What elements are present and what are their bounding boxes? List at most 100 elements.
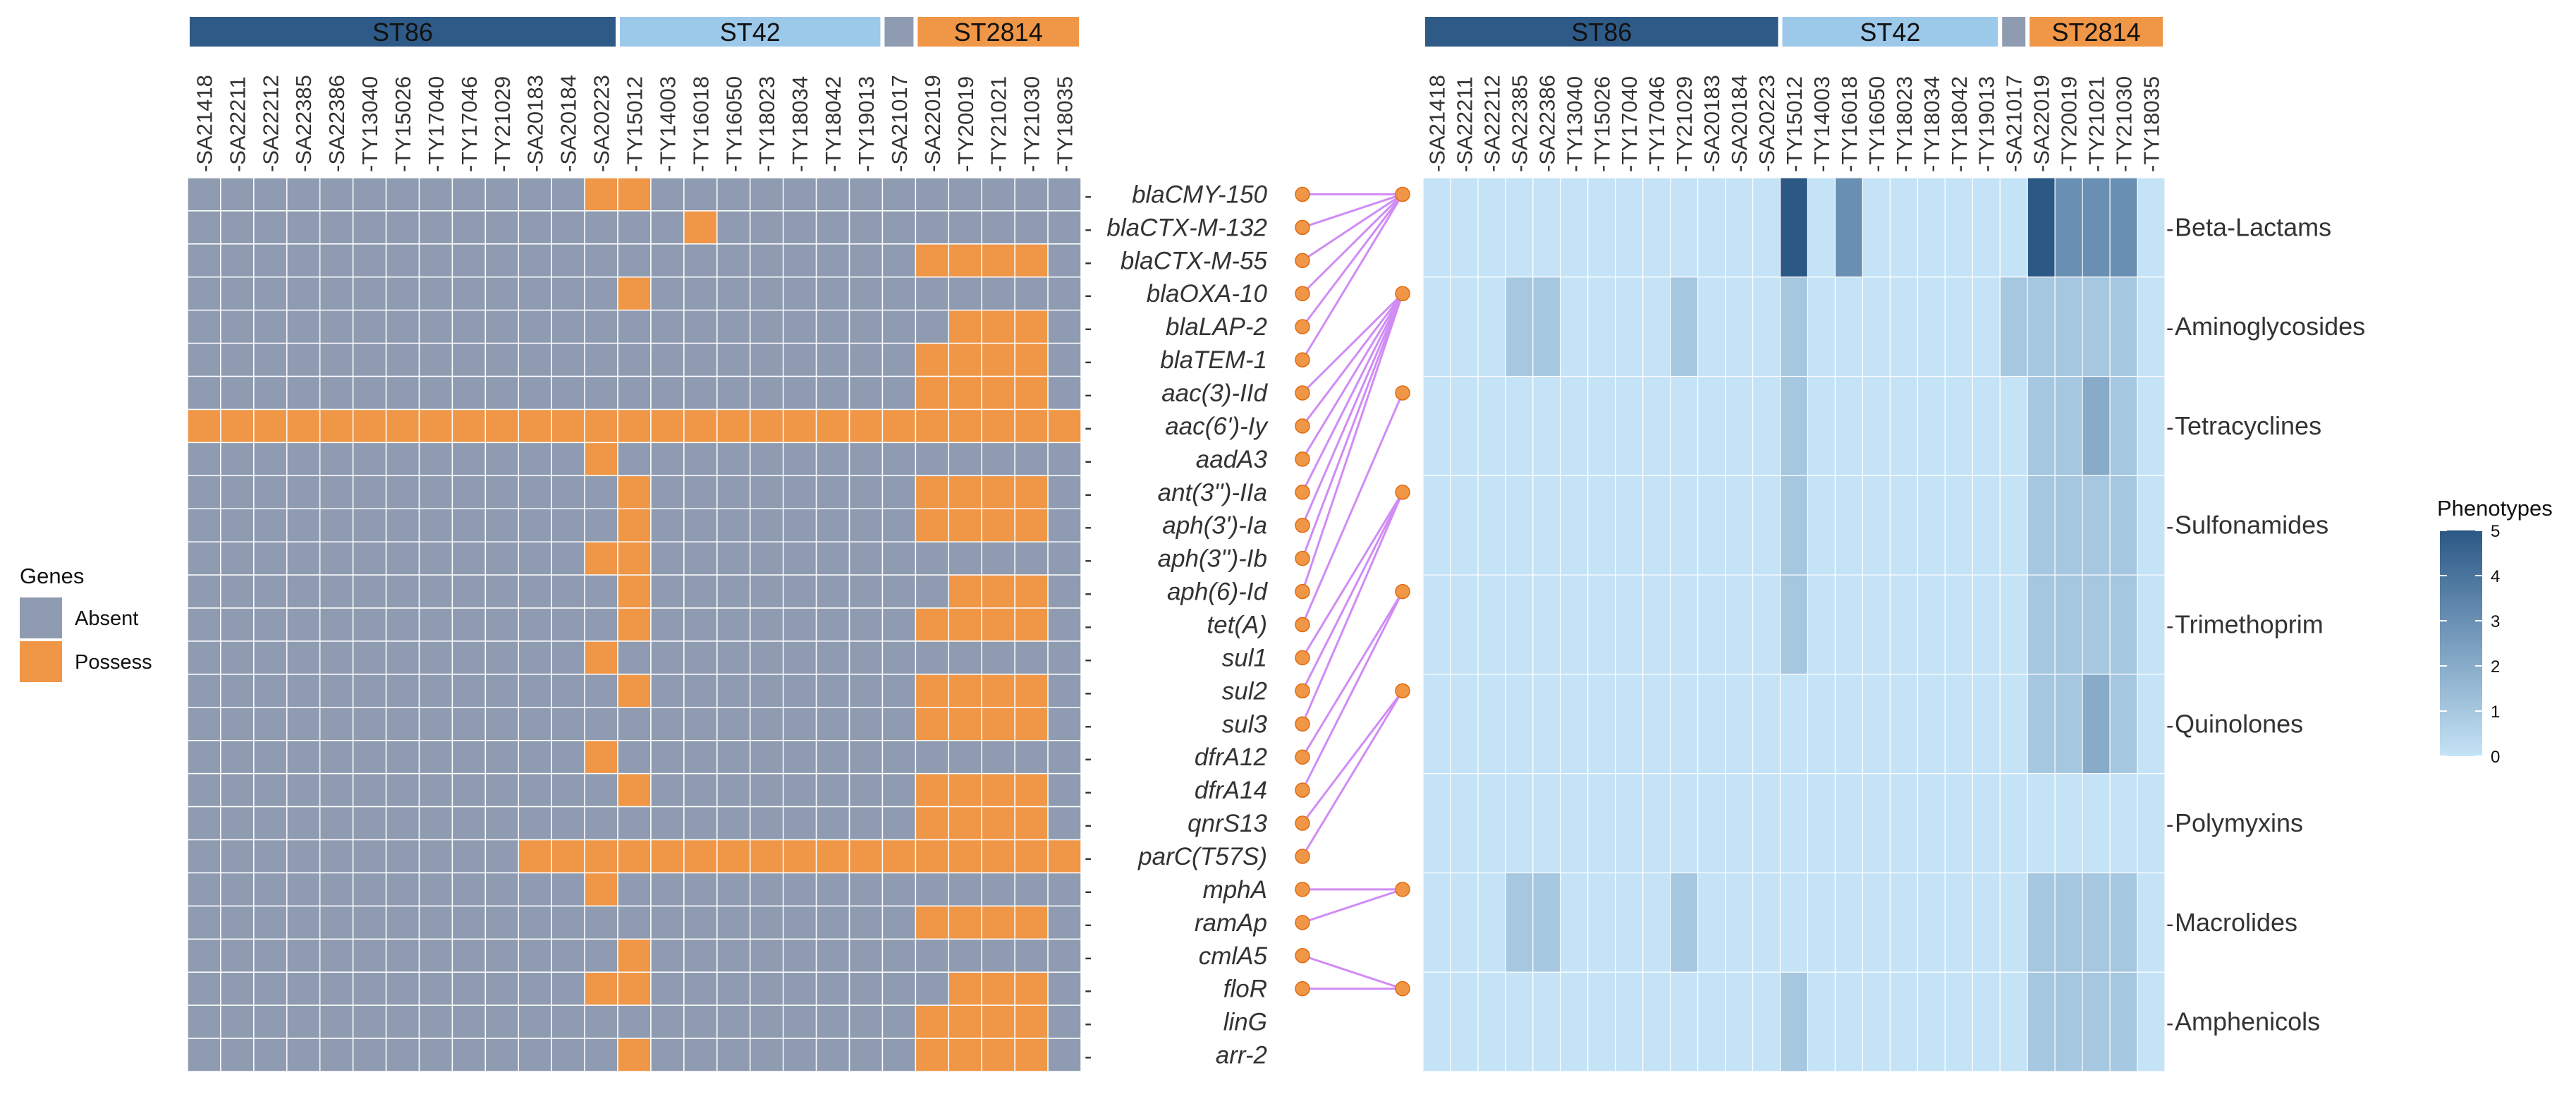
gene-cell	[484, 277, 520, 311]
gene-cell	[948, 707, 982, 741]
phenotype-heatmap	[1422, 177, 2166, 1072]
gene-cell	[1014, 541, 1049, 576]
gene-cell	[815, 607, 850, 642]
phenotype-cell	[1944, 277, 1973, 377]
gene-cell	[981, 342, 1015, 377]
gene-label: mphA	[1203, 876, 1267, 904]
gene-cell	[385, 442, 420, 477]
gene-cell	[1047, 872, 1082, 907]
gene-cell	[948, 243, 982, 278]
gene-dot	[1295, 550, 1310, 566]
phenotype-cell	[1560, 475, 1589, 576]
gene-cell	[451, 309, 487, 344]
gene-cell	[451, 607, 487, 642]
gene-cell	[782, 375, 817, 411]
phenotype-cell	[1779, 872, 1809, 973]
pheno-sample-label: -TY16050	[1864, 76, 1889, 172]
gene-cell	[418, 309, 453, 344]
gene-cell	[815, 640, 850, 675]
gene-label: qnrS13	[1188, 810, 1267, 837]
phenotype-cell	[1670, 375, 1699, 476]
gene-cell	[716, 442, 751, 477]
gene-cell	[749, 739, 784, 775]
gene-cell	[716, 872, 751, 907]
gene-cell	[220, 243, 255, 278]
gene-cell	[451, 1038, 487, 1072]
phenotype-cell	[2082, 674, 2111, 775]
gene-cell	[220, 640, 255, 675]
gene-tick: -	[1085, 978, 1092, 1002]
phenotype-cell	[1422, 475, 1451, 576]
gene-cell	[915, 177, 950, 212]
phenotype-cell	[2082, 177, 2111, 278]
phenotype-cell	[1917, 574, 1946, 675]
gene-cell	[220, 707, 255, 741]
gene-label: aph(3')-Ia	[1162, 512, 1267, 540]
gene-cell	[815, 806, 850, 841]
gene-cell	[1014, 938, 1049, 973]
gene-cell	[551, 541, 585, 576]
class-tick: -	[2166, 614, 2173, 638]
gene-cell	[683, 971, 718, 1006]
colorbar-bar	[2440, 530, 2482, 756]
gene-cell	[319, 739, 354, 775]
gene-cell	[484, 309, 520, 344]
phenotype-cell	[2027, 773, 2056, 874]
gene-cell	[551, 607, 585, 642]
phenotype-cell	[2054, 674, 2083, 775]
gene-cell	[981, 872, 1015, 907]
gene-cell	[286, 508, 321, 542]
phenotype-cell	[1779, 971, 1809, 1072]
gene-cell	[286, 177, 321, 212]
phenotype-cell	[2137, 872, 2166, 973]
gene-dot	[1295, 219, 1310, 236]
gene-tick: -	[1085, 1044, 1092, 1069]
gene-dot	[1295, 815, 1310, 831]
gene-cell	[1014, 806, 1049, 841]
gene-cell	[253, 674, 288, 708]
gene-cell	[848, 243, 884, 278]
gene-cell	[1047, 243, 1082, 278]
gene-cell	[683, 408, 718, 444]
gene-cell	[451, 707, 487, 741]
gene-cell	[518, 839, 552, 874]
gene-cell	[385, 210, 420, 245]
gene-cell	[418, 541, 453, 576]
gene-cell	[981, 772, 1015, 808]
pheno-sample-label: -TY18042	[1947, 76, 1972, 172]
gene-cell	[716, 707, 751, 741]
gene-cell	[352, 177, 387, 212]
phenotype-cell	[1999, 475, 2028, 576]
gene-cell	[187, 905, 221, 940]
phenotype-cell	[1615, 277, 1644, 377]
gene-cell	[1047, 277, 1082, 311]
gene-tick: -	[1085, 348, 1092, 373]
gene-cell	[881, 806, 917, 841]
gene-cell	[518, 210, 552, 245]
gene-cell	[286, 210, 321, 245]
gene-sample-label: -TY17040	[424, 76, 448, 172]
phenotype-cell	[1724, 773, 1754, 874]
gene-cell	[1047, 541, 1082, 576]
gene-dot	[1295, 650, 1310, 666]
gene-cell	[848, 739, 884, 775]
gene-cell	[418, 574, 453, 609]
gene-cell	[319, 210, 354, 245]
gene-cell	[1047, 210, 1082, 245]
pheno-group-bar	[1425, 17, 1778, 47]
gene-cell	[220, 839, 255, 874]
phenotype-cell	[1779, 773, 1809, 874]
gene-cell	[915, 607, 950, 642]
gene-cell	[253, 905, 288, 940]
gene-cell	[782, 839, 817, 874]
gene-cell	[848, 442, 884, 477]
gene-cell	[617, 1038, 652, 1072]
gene-cell	[749, 442, 784, 477]
phenotype-cell	[1917, 277, 1946, 377]
gene-cell	[286, 806, 321, 841]
gene-cell	[385, 938, 420, 973]
gene-cell	[848, 574, 884, 609]
gene-cell	[551, 971, 585, 1006]
gene-cell	[187, 674, 221, 708]
gene-cell	[584, 640, 618, 675]
